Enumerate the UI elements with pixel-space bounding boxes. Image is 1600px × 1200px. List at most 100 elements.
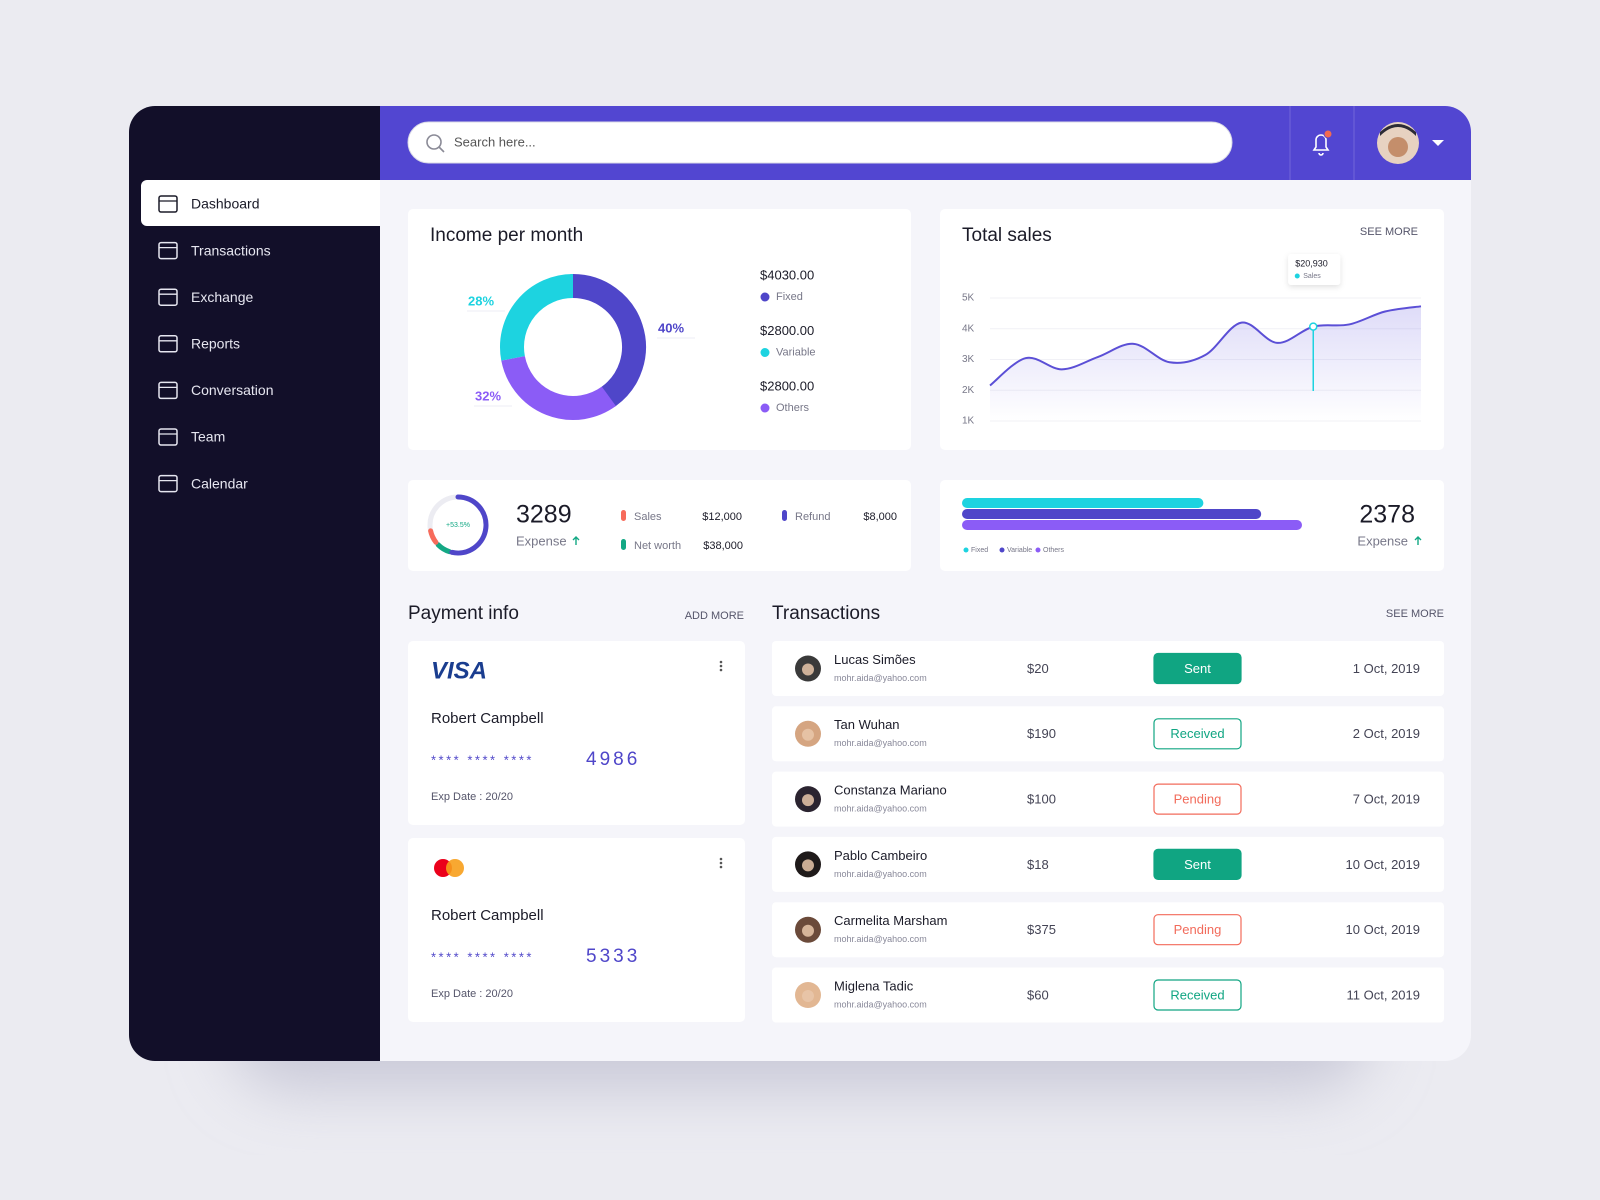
card-mask: **** **** **** [431, 949, 534, 964]
ring-accent [428, 528, 439, 545]
notification-dot [1323, 129, 1333, 139]
nav-label[interactable]: Conversation [191, 382, 274, 398]
y-tick-label: 5K [962, 293, 975, 304]
nav-label[interactable]: Team [191, 429, 225, 445]
expense-label: Expense [516, 533, 567, 548]
card-menu[interactable] [719, 668, 723, 672]
status: Pending [1174, 922, 1222, 937]
nav-icon[interactable] [158, 241, 178, 260]
status: Received [1170, 726, 1224, 741]
avatar-face [1388, 137, 1408, 157]
section-title: Transactions [772, 603, 880, 624]
avatar-face [802, 663, 814, 676]
nav-label[interactable]: Exchange [191, 289, 253, 305]
card-brand: VISA [431, 657, 487, 684]
y-tick-label: 2K [962, 385, 975, 396]
user-menu[interactable] [1377, 122, 1444, 164]
card-menu[interactable] [719, 861, 723, 865]
stat-label: Refund [795, 511, 830, 523]
legend-label: Variable [776, 346, 816, 358]
date: 2 Oct, 2019 [1353, 726, 1420, 741]
status: Sent [1184, 857, 1211, 872]
avatar-face [802, 794, 814, 807]
dropdown-caret[interactable] [1432, 140, 1444, 146]
y-tick-label: 1K [962, 416, 975, 427]
customer-email: mohr.aida@yahoo.com [834, 934, 927, 944]
status-pill[interactable] [1153, 979, 1242, 1011]
legend-dot [760, 403, 770, 413]
search-field[interactable] [407, 121, 1233, 164]
card-title: Total sales [962, 225, 1052, 246]
card-mask: **** **** **** [431, 752, 534, 767]
search-box[interactable]: Search here... [407, 121, 1233, 164]
stat-value: $38,000 [703, 540, 743, 552]
transaction-row [772, 836, 1444, 892]
bar [962, 509, 1262, 519]
bar [962, 498, 1204, 508]
card-holder: Robert Campbell [431, 907, 544, 924]
ring-accent [435, 542, 452, 555]
legend-label: Others [776, 402, 810, 414]
card-menu[interactable] [719, 857, 723, 861]
card-menu[interactable] [719, 660, 723, 664]
see-more-link[interactable]: SEE MORE [1386, 608, 1444, 620]
search-placeholder: Search here... [454, 134, 536, 149]
nav-label[interactable]: Dashboard [191, 196, 260, 212]
nav-icon[interactable] [158, 288, 178, 306]
status: Pending [1174, 792, 1222, 807]
see-more-link[interactable]: SEE MORE [1360, 226, 1418, 238]
customer-email: mohr.aida@yahoo.com [834, 673, 927, 683]
customer-email: mohr.aida@yahoo.com [834, 738, 927, 748]
amount: $190 [1027, 726, 1056, 741]
transaction-row [772, 706, 1444, 762]
stat-value: $8,000 [863, 511, 897, 523]
expense-label: Expense [1357, 533, 1408, 548]
trend-arrow [572, 536, 580, 545]
customer-name: Pablo Cambeiro [834, 848, 927, 863]
amount: $100 [1027, 792, 1056, 807]
status-pill[interactable] [1153, 652, 1242, 685]
card-menu[interactable] [719, 865, 723, 869]
tooltip [1288, 254, 1341, 285]
customer-email: mohr.aida@yahoo.com [834, 869, 927, 879]
status-pill[interactable] [1153, 914, 1242, 946]
status: Sent [1184, 661, 1211, 676]
nav-icon[interactable] [158, 381, 178, 400]
legend-dot [760, 292, 770, 302]
card-menu[interactable] [719, 664, 723, 668]
status-pill[interactable] [1153, 718, 1242, 750]
stat-marker [621, 539, 626, 550]
nav-label[interactable]: Calendar [191, 475, 248, 491]
tooltip-series: Sales [1303, 273, 1321, 280]
avatar-face [802, 924, 814, 937]
nav-icon[interactable] [158, 195, 178, 213]
customer-name: Carmelita Marsham [834, 913, 947, 928]
card-logo [446, 859, 464, 877]
nav-label[interactable]: Reports [191, 336, 240, 352]
status-pill[interactable] [1153, 783, 1242, 815]
nav-label[interactable]: Transactions [191, 242, 271, 258]
nav-icon[interactable] [158, 474, 178, 493]
notifications[interactable] [1312, 129, 1333, 156]
customer-email: mohr.aida@yahoo.com [834, 803, 927, 813]
bell-icon[interactable] [1312, 134, 1330, 151]
section-title: Payment info [408, 603, 519, 624]
legend-dot [760, 348, 770, 357]
legend-label: Variable [1007, 547, 1032, 554]
expense-total: 2378 [1359, 501, 1415, 529]
bell-icon [1318, 152, 1324, 156]
status-pill[interactable] [1153, 848, 1242, 881]
nav-icon[interactable] [158, 428, 178, 446]
payment-card [408, 641, 745, 825]
add-more-link[interactable]: ADD MORE [685, 610, 744, 622]
expense-card [408, 480, 911, 571]
customer-email: mohr.aida@yahoo.com [834, 999, 927, 1009]
legend-label: Others [1043, 547, 1065, 554]
legend-label: Fixed [971, 547, 988, 554]
donut-segment [561, 274, 646, 409]
expense-total: 3289 [516, 501, 572, 529]
nav-icon[interactable] [158, 335, 178, 353]
legend-label: Fixed [776, 291, 803, 303]
avatar-face [802, 990, 814, 1002]
donut-percent: 32% [475, 388, 501, 403]
